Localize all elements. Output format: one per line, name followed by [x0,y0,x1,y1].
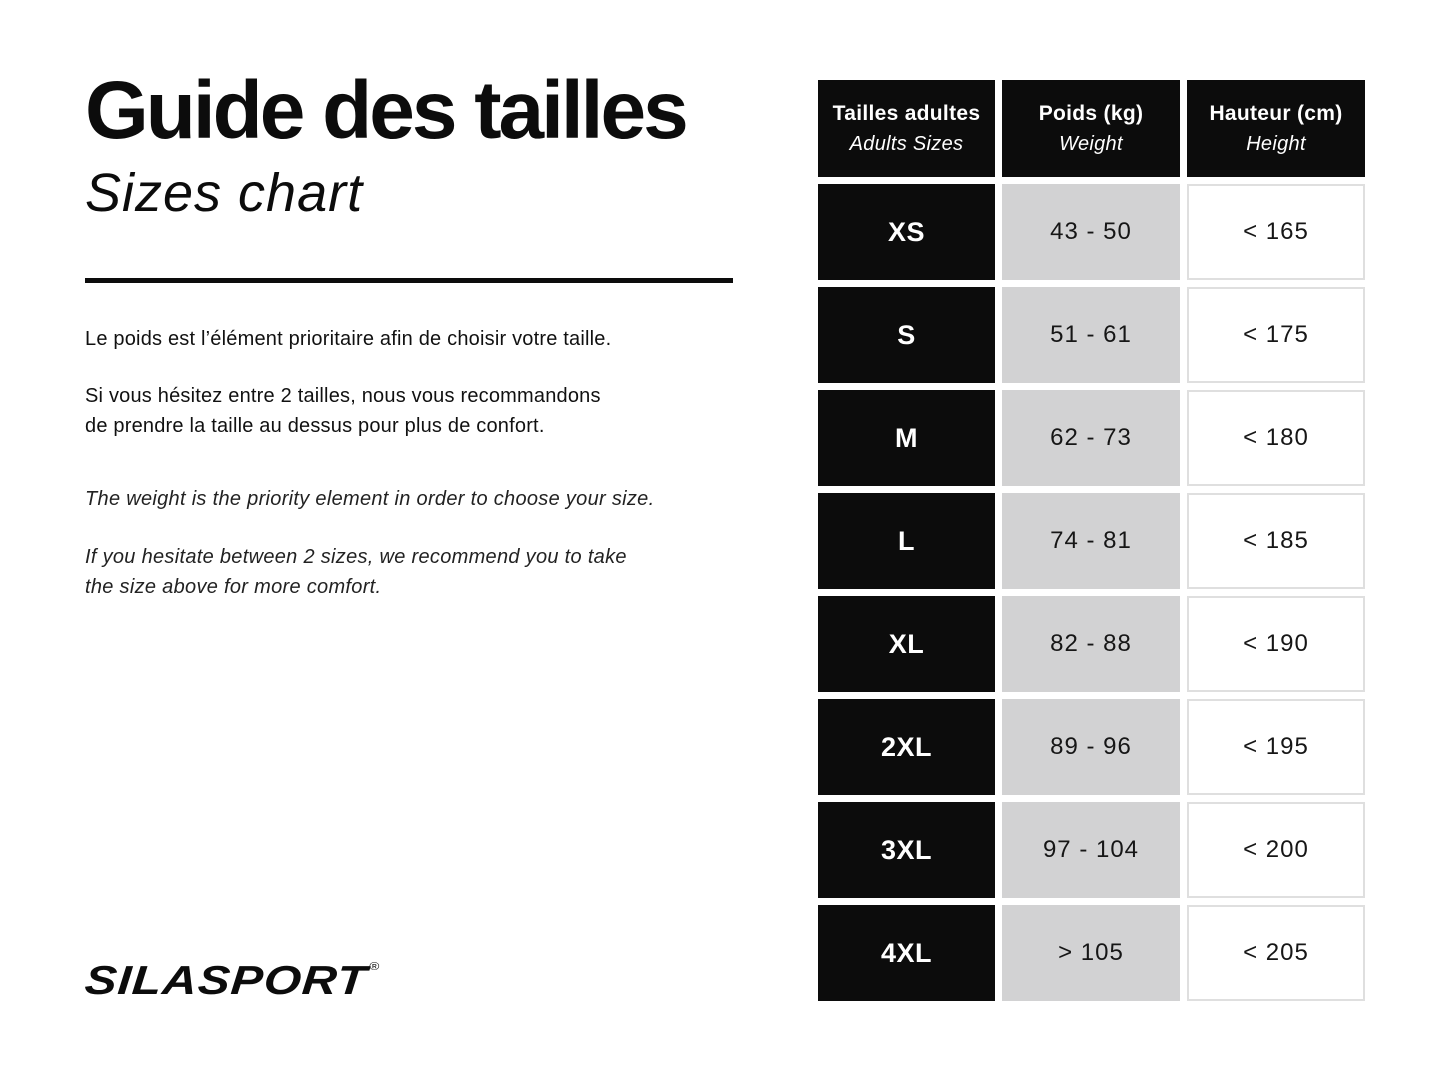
divider-line [85,278,733,283]
header-adult-sizes-en: Adults Sizes [849,132,964,155]
height-cell-2xl: < 195 [1187,699,1365,795]
intro-fr-recommendation-line2: de prendre la taille au dessus pour plus… [85,415,545,437]
size-cell-2xl: 2XL [818,699,995,795]
height-cell-4xl: < 205 [1187,905,1365,1001]
header-adult-sizes: Tailles adultes Adults Sizes [818,80,995,177]
intro-panel: Guide des tailles Sizes chart Le poids e… [83,0,765,1084]
header-weight-fr: Poids (kg) [1038,101,1144,125]
page-subtitle: Sizes chart [85,163,364,223]
header-weight: Poids (kg) Weight [1002,80,1180,177]
weight-cell-2xl: 89 - 96 [1002,699,1180,795]
size-cell-l: L [818,493,995,589]
size-cell-xs: XS [818,184,995,280]
weight-cell-l: 74 - 81 [1002,493,1180,589]
header-adult-sizes-fr: Tailles adultes [832,101,981,125]
size-cell-xl: XL [818,596,995,692]
intro-fr-recommendation: Si vous hésitez entre 2 tailles, nous vo… [85,381,601,441]
weight-cell-xl: 82 - 88 [1002,596,1180,692]
weight-cell-4xl: > 105 [1002,905,1180,1001]
height-cell-xs: < 165 [1187,184,1365,280]
intro-en-recommendation-line1: If you hesitate between 2 sizes, we reco… [85,546,627,568]
header-height: Hauteur (cm) Height [1187,80,1365,177]
trademark-symbol: ® [369,959,380,973]
size-cell-3xl: 3XL [818,802,995,898]
weight-cell-s: 51 - 61 [1002,287,1180,383]
size-table: Tailles adultes Adults Sizes Poids (kg) … [818,80,1365,1001]
height-cell-l: < 185 [1187,493,1365,589]
height-cell-s: < 175 [1187,287,1365,383]
intro-fr-weight-priority: Le poids est l’élément prioritaire afin … [85,328,612,350]
header-height-fr: Hauteur (cm) [1209,101,1343,125]
height-cell-xl: < 190 [1187,596,1365,692]
header-height-en: Height [1246,132,1306,155]
intro-en-weight-priority: The weight is the priority element in or… [85,488,655,510]
header-weight-en: Weight [1059,132,1123,155]
intro-en-recommendation-line2: the size above for more comfort. [85,576,382,598]
weight-cell-xs: 43 - 50 [1002,184,1180,280]
size-cell-m: M [818,390,995,486]
height-cell-3xl: < 200 [1187,802,1365,898]
weight-cell-m: 62 - 73 [1002,390,1180,486]
brand-wordmark: SILASPORT [83,956,370,1003]
page-title: Guide des tailles [85,65,689,156]
height-cell-m: < 180 [1187,390,1365,486]
size-cell-s: S [818,287,995,383]
weight-cell-3xl: 97 - 104 [1002,802,1180,898]
intro-fr-recommendation-line1: Si vous hésitez entre 2 tailles, nous vo… [85,385,601,407]
brand-logo: SILASPORT® [83,956,380,1004]
size-cell-4xl: 4XL [818,905,995,1001]
intro-en-recommendation: If you hesitate between 2 sizes, we reco… [85,542,627,602]
